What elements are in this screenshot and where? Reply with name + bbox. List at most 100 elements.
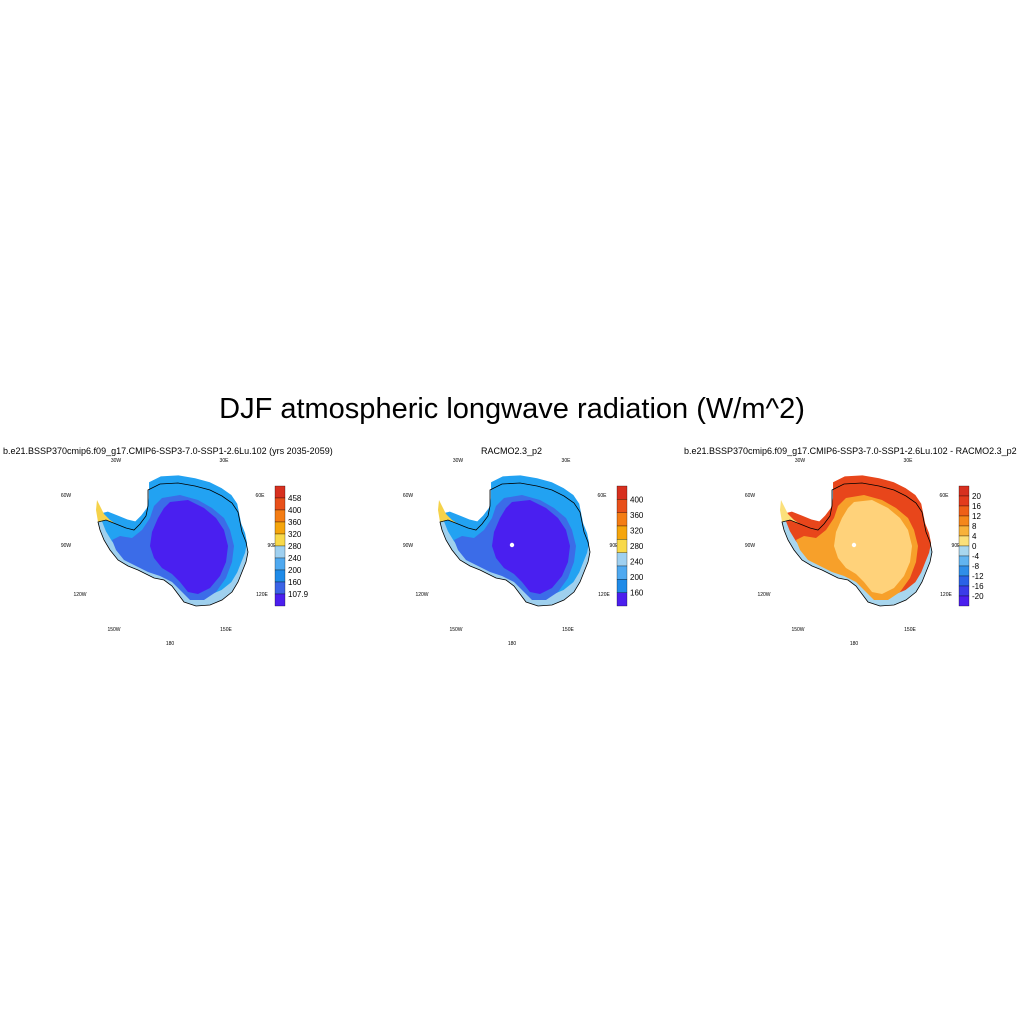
longitude-label: 150E <box>220 627 232 633</box>
longitude-label: 90W <box>61 543 72 549</box>
colorbar-cell <box>958 535 970 547</box>
longitude-label: 120W <box>415 592 428 598</box>
longitude-label: 60W <box>61 493 72 499</box>
colorbar-label: -20 <box>972 592 984 601</box>
colorbar-cell <box>958 495 970 507</box>
colorbar-cell <box>958 595 970 607</box>
colorbar-label: 160 <box>288 578 302 587</box>
map-region-interior <box>834 500 912 594</box>
colorbar-cell <box>274 497 286 511</box>
south-pole-marker <box>509 542 515 548</box>
colorbar-label: 8 <box>972 522 977 531</box>
colorbar-label: -4 <box>972 552 980 561</box>
colorbar-cell <box>274 485 286 499</box>
map-region-interior <box>492 500 570 594</box>
colorbar-cell <box>274 581 286 595</box>
colorbar-cell <box>958 505 970 517</box>
colorbar-label: 360 <box>288 518 302 527</box>
colorbar-label: 16 <box>972 502 981 511</box>
colorbar-label: -16 <box>972 582 984 591</box>
longitude-label: 180 <box>166 641 175 647</box>
colorbar-cell <box>616 512 628 527</box>
colorbar-cell <box>616 565 628 580</box>
colorbar-label: 320 <box>288 530 302 539</box>
longitude-label: 30E <box>562 458 572 464</box>
colorbar-cell <box>274 557 286 571</box>
longitude-label: 150W <box>107 627 120 633</box>
longitude-label: 30E <box>904 458 914 464</box>
colorbar-label: 4 <box>972 532 977 541</box>
coastline <box>439 482 591 607</box>
longitude-label: 60E <box>598 493 608 499</box>
longitude-label: 30W <box>795 458 806 464</box>
colorbar-label: 0 <box>972 542 977 551</box>
colorbar-label: -12 <box>972 572 984 581</box>
longitude-label: 150E <box>562 627 574 633</box>
longitude-label: 150W <box>791 627 804 633</box>
colorbar-cell <box>274 545 286 559</box>
colorbar-cell <box>274 569 286 583</box>
colorbar-label: 400 <box>288 506 302 515</box>
panel-0-map: 30W 30E 60W 60E 90W 90E 120W 120E 150W 150E 180 458… <box>61 458 309 647</box>
panel-title-model: b.e21.BSSP370cmip6.f09_g17.CMIP6-SSP3-7.… <box>3 446 333 456</box>
colorbar-label: 320 <box>630 526 644 535</box>
map-region-interior <box>150 500 228 594</box>
colorbar-cell <box>616 485 628 500</box>
colorbar-label: -8 <box>972 562 980 571</box>
colorbar-cell <box>616 539 628 553</box>
longitude-label: 120E <box>256 592 268 598</box>
colorbar-label: 458 <box>288 494 302 503</box>
longitude-label: 150E <box>904 627 916 633</box>
longitude-label: 120W <box>73 592 86 598</box>
colorbar-cell <box>958 515 970 527</box>
longitude-label: 90E <box>952 543 962 549</box>
longitude-label: 120W <box>757 592 770 598</box>
colorbar-cell <box>274 521 286 535</box>
coastline <box>97 482 249 607</box>
longitude-label: 120E <box>940 592 952 598</box>
longitude-label: 30W <box>453 458 464 464</box>
longitude-label: 180 <box>850 641 859 647</box>
south-pole-marker <box>851 542 857 548</box>
map-region-peninsula <box>96 500 116 524</box>
longitude-label: 30E <box>220 458 230 464</box>
panel-title-difference: b.e21.BSSP370cmip6.f09_g17.CMIP6-SSP3-7.… <box>684 446 1017 456</box>
longitude-label: 180 <box>508 641 517 647</box>
longitude-label: 120E <box>598 592 610 598</box>
colorbar-cell <box>958 485 970 497</box>
colorbar-label: 20 <box>972 492 981 501</box>
longitude-label: 60E <box>940 493 950 499</box>
longitude-label: 90E <box>610 543 620 549</box>
colorbar-cell <box>958 565 970 577</box>
colorbar-cell <box>616 525 628 540</box>
colorbar-label: 240 <box>288 554 302 563</box>
longitude-label: 90E <box>268 543 278 549</box>
longitude-label: 90W <box>403 543 414 549</box>
map-region-peninsula <box>780 500 800 524</box>
figure-title: DJF atmospheric longwave radiation (W/m^… <box>219 393 805 425</box>
colorbar-label: 200 <box>630 573 644 582</box>
colorbar-label: 400 <box>630 495 644 504</box>
colorbar-label: 280 <box>630 542 644 551</box>
colorbar-cell <box>958 575 970 587</box>
colorbar-cell <box>958 545 970 557</box>
longitude-label: 30W <box>111 458 122 464</box>
map-region-peninsula <box>438 500 458 524</box>
colorbar-cell <box>958 585 970 597</box>
longitude-label: 60E <box>256 493 266 499</box>
colorbar-label: 12 <box>972 512 981 521</box>
colorbar-label: 160 <box>630 589 644 598</box>
longitude-label: 60W <box>745 493 756 499</box>
longitude-label: 60W <box>403 493 414 499</box>
colorbar-cell <box>274 533 286 547</box>
colorbar-cell <box>958 555 970 567</box>
colorbar-cell <box>616 499 628 513</box>
colorbar-label: 240 <box>630 558 644 567</box>
colorbar-cell <box>616 552 628 567</box>
longitude-label: 150W <box>449 627 462 633</box>
colorbar-cell <box>616 579 628 593</box>
colorbar-cell <box>274 509 286 523</box>
panel-title-racmo: RACMO2.3_p2 <box>481 446 543 456</box>
colorbar-label: 360 <box>630 511 644 520</box>
